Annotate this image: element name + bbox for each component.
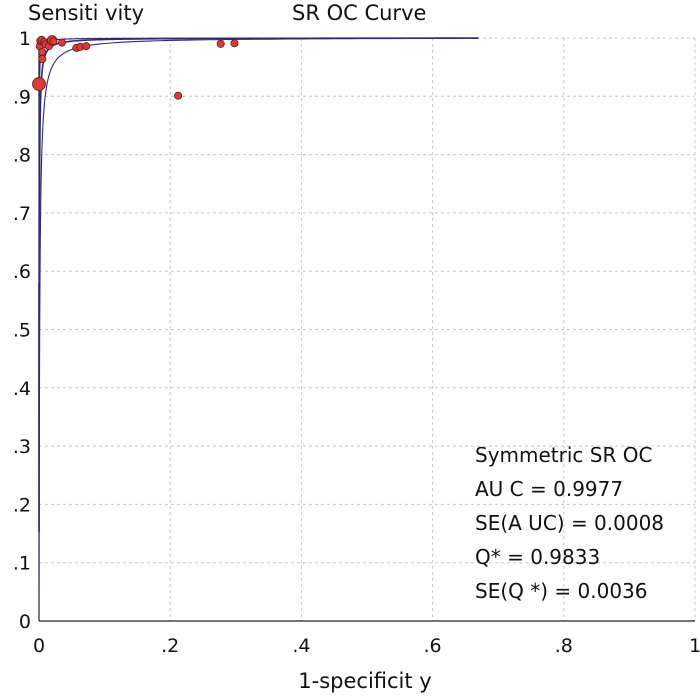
y-tick-label: .4 xyxy=(13,378,31,400)
x-tick-label: 0 xyxy=(33,635,45,657)
study-point xyxy=(57,38,66,47)
y-tick-label: .5 xyxy=(13,320,31,342)
fitted-curves xyxy=(38,37,479,594)
y-axis-label: Sensiti vity xyxy=(28,1,144,25)
study-point xyxy=(32,77,46,91)
study-point xyxy=(49,37,58,46)
study-points xyxy=(32,35,239,100)
annotation-se-auc: SE(A UC) = 0.0008 xyxy=(475,511,664,535)
study-point xyxy=(230,39,239,48)
study-point xyxy=(38,47,47,56)
x-tick-label: .2 xyxy=(161,635,179,657)
x-tick-label: .8 xyxy=(555,635,573,657)
x-tick-label: 1 xyxy=(689,635,700,657)
y-tick-label: .6 xyxy=(13,261,31,283)
statistics-annotation: Symmetric SR OC AU C = 0.9977 SE(A UC) =… xyxy=(475,443,664,603)
y-tick-label: 1 xyxy=(19,28,31,50)
y-tick-label: .3 xyxy=(13,436,31,458)
study-point xyxy=(216,39,225,48)
y-tick-label: .2 xyxy=(13,494,31,516)
study-point xyxy=(82,42,91,51)
study-point xyxy=(174,91,183,100)
y-tick-label: .9 xyxy=(13,86,31,108)
y-tick-label: .7 xyxy=(13,203,31,225)
tick-labels: 0 .2 .4 .6 .8 1 0 .1 .2 .3 .4 .5 .6 .7 .8 .9 1 xyxy=(13,28,700,657)
sroc-fit-curve xyxy=(38,37,479,532)
y-tick-label: .1 xyxy=(13,553,31,575)
annotation-method: Symmetric SR OC xyxy=(475,443,652,467)
chart-title: SR OC Curve xyxy=(292,1,426,25)
y-tick-label: .8 xyxy=(13,145,31,167)
x-tick-label: .4 xyxy=(292,635,310,657)
annotation-se-q-star: SE(Q *) = 0.0036 xyxy=(475,579,648,603)
x-tick-label: .6 xyxy=(424,635,442,657)
x-axis-label: 1-specificit y xyxy=(298,669,431,693)
lower-bound-curve xyxy=(38,37,479,594)
y-tick-label: 0 xyxy=(19,611,31,633)
annotation-auc: AU C = 0.9977 xyxy=(475,477,623,501)
study-point xyxy=(38,54,47,63)
annotation-q-star: Q* = 0.9833 xyxy=(475,545,600,569)
